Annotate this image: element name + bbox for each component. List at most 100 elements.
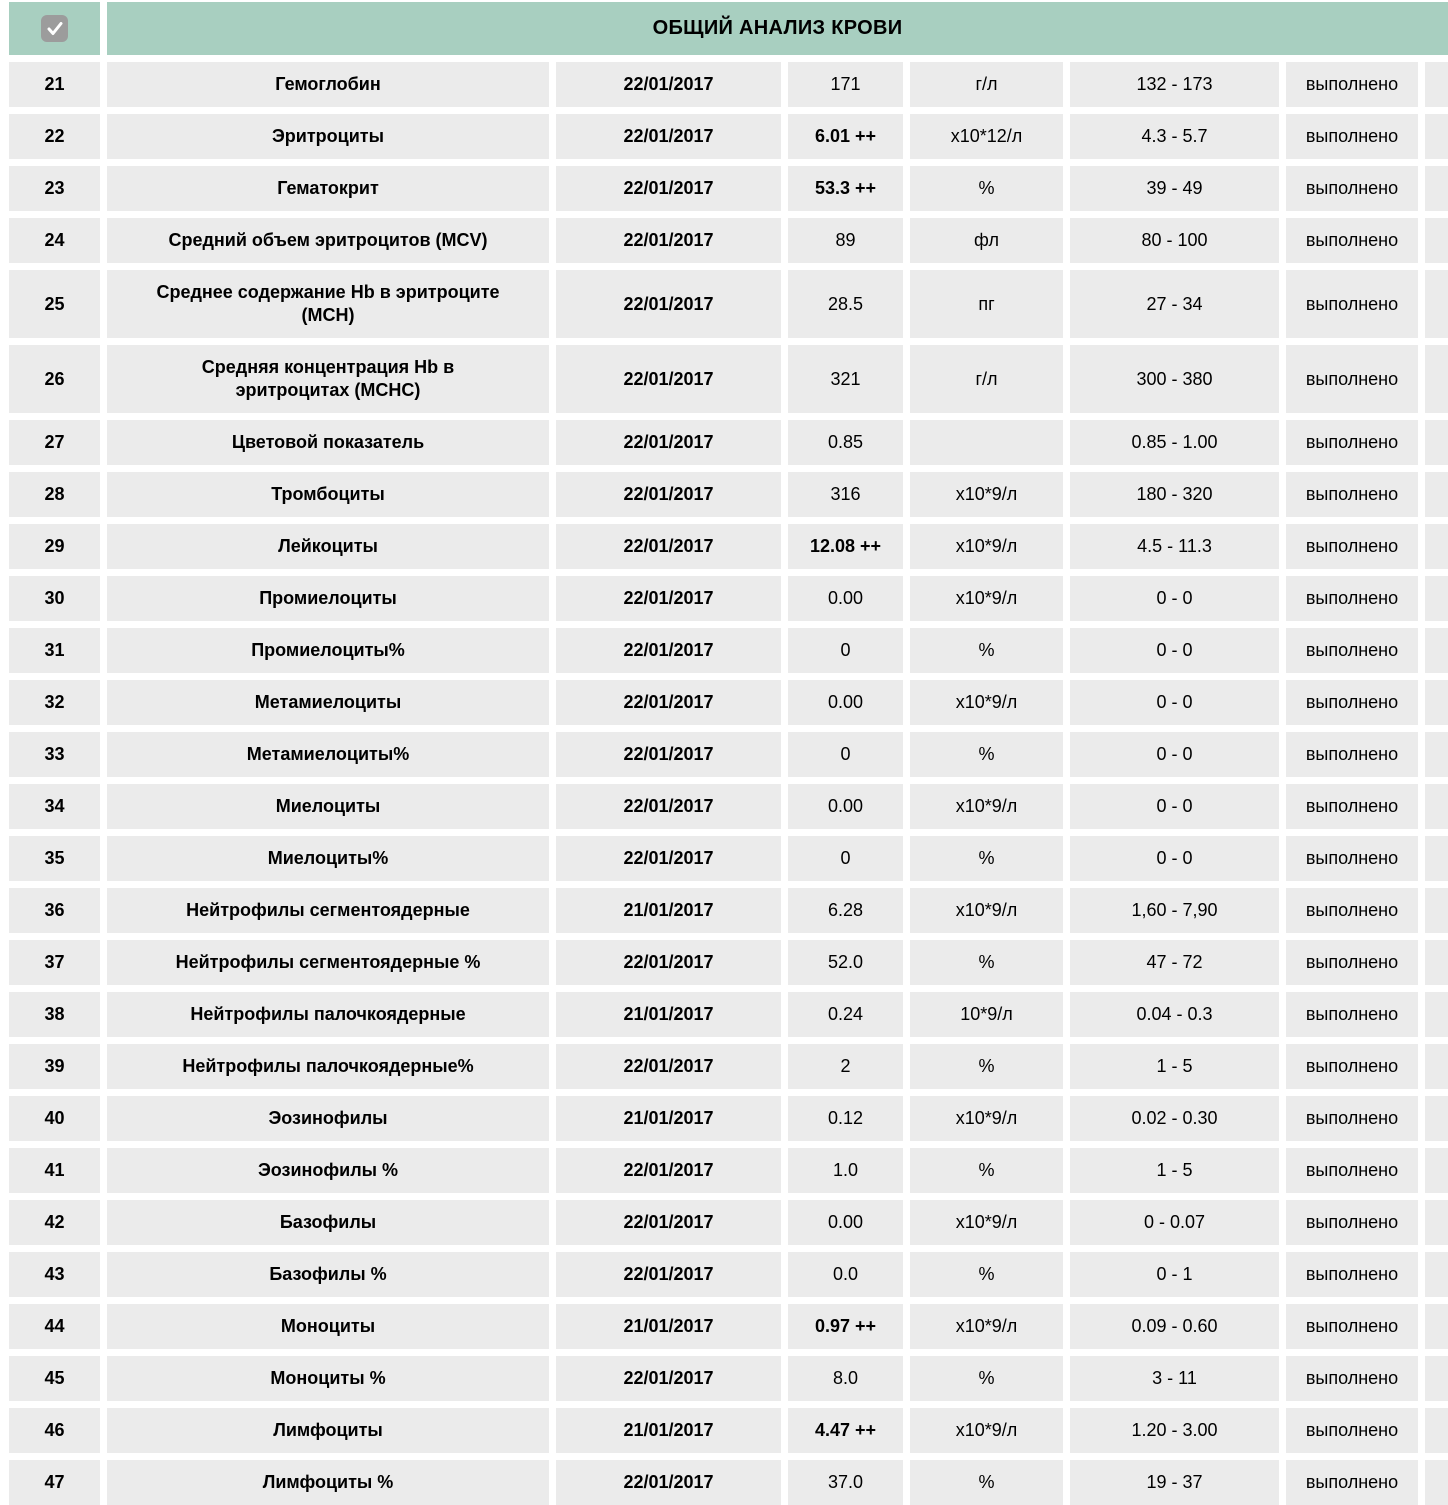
row-number-cell: 37 [9, 940, 100, 985]
row-number-cell: 22 [9, 114, 100, 159]
status-cell: выполнено [1286, 345, 1418, 413]
reference-range-cell: 0.85 - 1.00 [1070, 420, 1279, 465]
test-name-cell: Нейтрофилы сегментоядерные % [107, 940, 549, 985]
status-cell: выполнено [1286, 1460, 1418, 1505]
test-name-cell: Среднее содержание Hb в эритроците (MCH) [107, 270, 549, 338]
row-number-cell: 47 [9, 1460, 100, 1505]
row-number-cell: 38 [9, 992, 100, 1037]
status-cell: выполнено [1286, 784, 1418, 829]
row-number-cell: 23 [9, 166, 100, 211]
row-edge-cell [1425, 576, 1448, 621]
value-cell: 0.12 [788, 1096, 903, 1141]
row-number-cell: 21 [9, 62, 100, 107]
reference-range-cell: 3 - 11 [1070, 1356, 1279, 1401]
row-edge-cell [1425, 628, 1448, 673]
status-cell: выполнено [1286, 940, 1418, 985]
date-cell: 22/01/2017 [556, 420, 781, 465]
date-cell: 21/01/2017 [556, 1408, 781, 1453]
value-cell: 0 [788, 628, 903, 673]
value-cell: 37.0 [788, 1460, 903, 1505]
value-cell: 6.28 [788, 888, 903, 933]
table-title: ОБЩИЙ АНАЛИЗ КРОВИ [107, 2, 1448, 55]
reference-range-cell: 0 - 0 [1070, 784, 1279, 829]
row-edge-cell [1425, 524, 1448, 569]
reference-range-cell: 0 - 0 [1070, 680, 1279, 725]
status-cell: выполнено [1286, 576, 1418, 621]
value-cell: 0.0 [788, 1252, 903, 1297]
value-cell: 1.0 [788, 1148, 903, 1193]
reference-range-cell: 1 - 5 [1070, 1044, 1279, 1089]
test-name-cell: Средний объем эритроцитов (MCV) [107, 218, 549, 263]
status-cell: выполнено [1286, 732, 1418, 777]
status-cell: выполнено [1286, 836, 1418, 881]
row-number-cell: 30 [9, 576, 100, 621]
unit-cell: х10*9/л [910, 472, 1063, 517]
unit-cell: х10*9/л [910, 1408, 1063, 1453]
lab-results-table: ОБЩИЙ АНАЛИЗ КРОВИ 21 Гемоглобин 22/01/201… [9, 2, 1448, 1505]
status-cell: выполнено [1286, 1044, 1418, 1089]
test-name-cell: Лимфоциты % [107, 1460, 549, 1505]
unit-cell: х10*9/л [910, 1304, 1063, 1349]
status-cell: выполнено [1286, 472, 1418, 517]
status-cell: выполнено [1286, 680, 1418, 725]
header-checkbox-cell [9, 2, 100, 55]
date-cell: 22/01/2017 [556, 732, 781, 777]
unit-cell: г/л [910, 345, 1063, 413]
reference-range-cell: 0 - 0 [1070, 628, 1279, 673]
reference-range-cell: 4.3 - 5.7 [1070, 114, 1279, 159]
value-cell: 0.85 [788, 420, 903, 465]
status-cell: выполнено [1286, 888, 1418, 933]
row-number-cell: 28 [9, 472, 100, 517]
row-edge-cell [1425, 940, 1448, 985]
value-cell: 0 [788, 836, 903, 881]
value-cell: 28.5 [788, 270, 903, 338]
unit-cell: % [910, 1044, 1063, 1089]
date-cell: 22/01/2017 [556, 1044, 781, 1089]
reference-range-cell: 4.5 - 11.3 [1070, 524, 1279, 569]
row-edge-cell [1425, 345, 1448, 413]
status-cell: выполнено [1286, 270, 1418, 338]
row-number-cell: 42 [9, 1200, 100, 1245]
row-number-cell: 32 [9, 680, 100, 725]
reference-range-cell: 0.09 - 0.60 [1070, 1304, 1279, 1349]
row-number-cell: 27 [9, 420, 100, 465]
row-edge-cell [1425, 420, 1448, 465]
status-cell: выполнено [1286, 1356, 1418, 1401]
reference-range-cell: 0 - 0 [1070, 836, 1279, 881]
row-edge-cell [1425, 732, 1448, 777]
test-name-cell: Моноциты [107, 1304, 549, 1349]
date-cell: 22/01/2017 [556, 628, 781, 673]
reference-range-cell: 27 - 34 [1070, 270, 1279, 338]
reference-range-cell: 0 - 0.07 [1070, 1200, 1279, 1245]
test-name-cell: Тромбоциты [107, 472, 549, 517]
row-number-cell: 36 [9, 888, 100, 933]
status-cell: выполнено [1286, 218, 1418, 263]
unit-cell: % [910, 836, 1063, 881]
value-cell: 0.24 [788, 992, 903, 1037]
status-cell: выполнено [1286, 1096, 1418, 1141]
row-edge-cell [1425, 270, 1448, 338]
value-cell: 2 [788, 1044, 903, 1089]
status-cell: выполнено [1286, 166, 1418, 211]
date-cell: 22/01/2017 [556, 576, 781, 621]
unit-cell: х10*9/л [910, 576, 1063, 621]
unit-cell: х10*9/л [910, 680, 1063, 725]
unit-cell: 10*9/л [910, 992, 1063, 1037]
test-name-cell: Эозинофилы % [107, 1148, 549, 1193]
value-cell: 6.01 ++ [788, 114, 903, 159]
reference-range-cell: 1,60 - 7,90 [1070, 888, 1279, 933]
status-cell: выполнено [1286, 1148, 1418, 1193]
status-cell: выполнено [1286, 992, 1418, 1037]
unit-cell: % [910, 732, 1063, 777]
unit-cell: % [910, 1252, 1063, 1297]
row-number-cell: 46 [9, 1408, 100, 1453]
row-number-cell: 25 [9, 270, 100, 338]
unit-cell: % [910, 1148, 1063, 1193]
value-cell: 89 [788, 218, 903, 263]
reference-range-cell: 47 - 72 [1070, 940, 1279, 985]
row-number-cell: 26 [9, 345, 100, 413]
value-cell: 321 [788, 345, 903, 413]
date-cell: 22/01/2017 [556, 1252, 781, 1297]
select-all-checkbox[interactable] [41, 15, 68, 42]
unit-cell: х10*9/л [910, 1200, 1063, 1245]
